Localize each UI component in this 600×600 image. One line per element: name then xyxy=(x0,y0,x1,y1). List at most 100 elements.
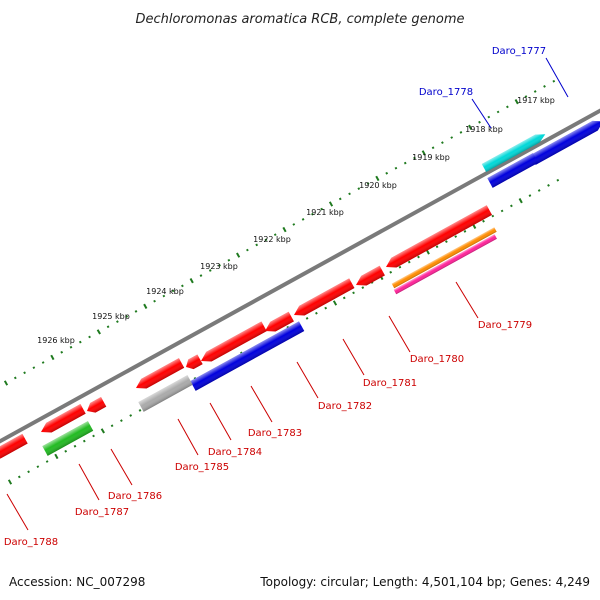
label-daro-1785[interactable]: Daro_1785 xyxy=(175,462,229,473)
gene-labels: Daro_1777 Daro_1778 Daro_1779 Daro_1780 Daro… xyxy=(4,46,546,548)
gene-features xyxy=(0,120,600,459)
inner-tick xyxy=(315,311,318,315)
outer-tick xyxy=(301,217,305,221)
inner-tick xyxy=(129,414,133,417)
outer-tick xyxy=(96,329,101,335)
gene-label-leaders xyxy=(6,57,569,531)
inner-tick xyxy=(138,409,142,412)
label-daro-1782[interactable]: Daro_1782 xyxy=(318,401,372,412)
outer-tick xyxy=(514,99,519,105)
leader-daro-1782 xyxy=(296,361,319,399)
outer-tick xyxy=(468,124,473,130)
inner-tick xyxy=(361,286,365,290)
label-daro-1781[interactable]: Daro_1781 xyxy=(363,378,417,389)
inner-tick xyxy=(100,428,105,434)
outer-tick xyxy=(227,258,231,262)
inner-tick xyxy=(36,465,40,468)
kbp-label: 1923 kbp xyxy=(200,262,238,271)
label-daro-1788[interactable]: Daro_1788 xyxy=(4,537,58,548)
leader-daro-1778 xyxy=(471,98,492,129)
inner-tick xyxy=(82,439,86,443)
leader-daro-1784 xyxy=(209,402,232,441)
gene-daro-1788-part xyxy=(0,433,28,459)
outer-tick xyxy=(348,192,351,196)
outer-tick xyxy=(162,294,166,298)
outer-tick xyxy=(208,269,212,272)
outer-tick xyxy=(60,350,64,354)
outer-tick xyxy=(450,136,454,139)
gene-daro-1784-part xyxy=(186,354,203,370)
outer-tick xyxy=(403,161,407,165)
outer-tick xyxy=(23,371,26,375)
outer-tick xyxy=(181,284,184,288)
label-daro-1783[interactable]: Daro_1783 xyxy=(248,428,302,439)
gene-daro-1784 xyxy=(201,321,267,362)
gene-daro-1782 xyxy=(294,278,355,316)
gene-daro-1785 xyxy=(138,375,193,412)
kbp-label: 1921 kbp xyxy=(306,208,344,217)
outer-tick xyxy=(385,171,389,175)
inner-tick xyxy=(17,475,21,479)
outer-tick xyxy=(88,335,91,339)
label-daro-1777[interactable]: Daro_1777 xyxy=(492,46,546,57)
inner-tick xyxy=(120,419,123,423)
inner-tick xyxy=(556,178,560,182)
label-daro-1787[interactable]: Daro_1787 xyxy=(75,507,129,518)
leader-daro-1777 xyxy=(545,57,569,98)
outer-tick xyxy=(189,278,194,284)
label-daro-1778[interactable]: Daro_1778 xyxy=(419,87,473,98)
kbp-label: 1919 kbp xyxy=(412,153,450,162)
inner-tick xyxy=(305,316,309,320)
inner-tick xyxy=(92,434,95,438)
outer-tick xyxy=(106,325,110,329)
outer-tick xyxy=(487,115,491,119)
outer-tick xyxy=(236,252,241,258)
outer-tick xyxy=(421,150,426,156)
outer-tick xyxy=(171,289,175,293)
inner-tick xyxy=(324,306,328,310)
label-daro-1784[interactable]: Daro_1784 xyxy=(208,447,262,458)
outer-tick xyxy=(506,105,509,109)
leader-daro-1788 xyxy=(6,493,29,531)
accession-text: Accession: NC_007298 xyxy=(9,575,145,589)
gene-daro-1778-part xyxy=(487,153,539,188)
leader-daro-1785 xyxy=(177,418,199,456)
inner-tick xyxy=(537,189,541,192)
outer-tick xyxy=(255,243,259,247)
outer-tick xyxy=(69,345,73,349)
gene-daro-1783 xyxy=(190,321,305,391)
inner-tick xyxy=(27,470,30,474)
outer-tick xyxy=(311,212,314,216)
label-daro-1780[interactable]: Daro_1780 xyxy=(410,354,464,365)
outer-tick xyxy=(524,95,528,98)
outer-tick xyxy=(273,233,277,237)
kbp-label: 1925 kbp xyxy=(92,312,130,321)
inner-tick xyxy=(64,449,68,453)
outer-tick xyxy=(264,238,268,242)
outer-tick xyxy=(282,226,287,233)
inner-tick xyxy=(352,291,355,295)
outer-tick xyxy=(552,79,556,83)
outer-tick xyxy=(478,120,481,124)
gene-daro-1781 xyxy=(356,265,385,286)
outer-tick xyxy=(394,166,398,170)
outer-tick xyxy=(292,223,296,226)
leader-daro-1781 xyxy=(342,338,365,376)
outer-tick xyxy=(153,299,156,303)
outer-tick xyxy=(375,175,380,182)
outer-tick xyxy=(357,187,361,191)
outer-tick xyxy=(441,141,444,145)
inner-tick xyxy=(518,198,523,204)
kbp-label: 1918 kbp xyxy=(465,125,503,134)
inner-tick xyxy=(398,265,402,269)
kbp-label: 1922 kbp xyxy=(253,235,291,244)
label-daro-1786[interactable]: Daro_1786 xyxy=(108,491,162,502)
gene-daro-1778 xyxy=(530,120,600,165)
map-title: Dechloromonas aromatica RCB, complete ge… xyxy=(135,12,464,27)
outer-tick xyxy=(41,361,45,364)
inner-tick xyxy=(547,184,550,187)
label-daro-1779[interactable]: Daro_1779 xyxy=(478,320,532,331)
outer-tick xyxy=(496,110,500,114)
genome-backbone xyxy=(0,108,600,444)
